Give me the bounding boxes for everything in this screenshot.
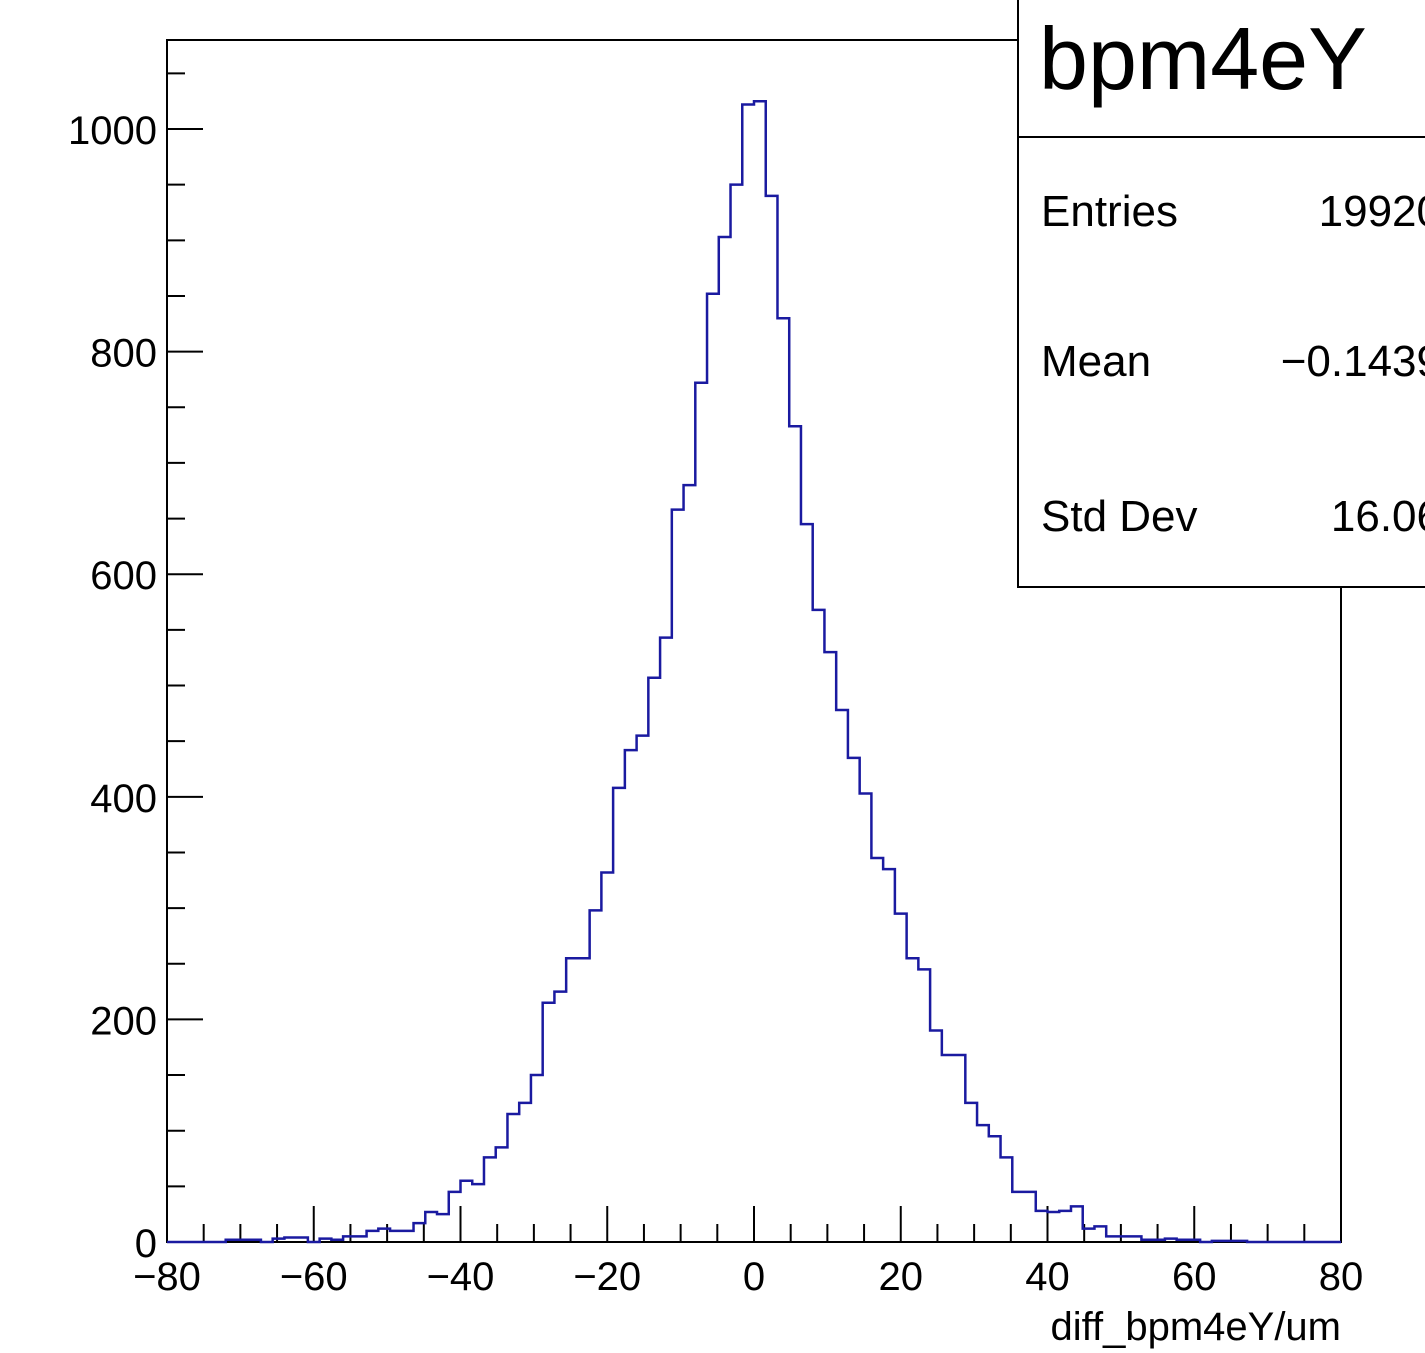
stats-mean-value: −0.1439 (1280, 337, 1425, 386)
stats-std-dev-value: 16.06 (1330, 492, 1425, 541)
stats-row-mean: Mean −0.1439 (1019, 337, 1425, 387)
x-tick-label: 0 (743, 1255, 765, 1299)
x-tick-label: −60 (280, 1255, 348, 1299)
x-tick-label: 40 (1025, 1255, 1070, 1299)
y-tick-label: 200 (90, 999, 157, 1043)
x-tick-label: −40 (427, 1255, 495, 1299)
x-tick-label: 60 (1172, 1255, 1217, 1299)
stats-entries-label: Entries (1041, 187, 1178, 236)
x-tick-label: 20 (879, 1255, 924, 1299)
x-tick-label: −20 (573, 1255, 641, 1299)
x-tick-label: −80 (133, 1255, 201, 1299)
x-axis: −80 −60 −40 −20 0 20 40 60 80 (133, 1206, 1363, 1299)
y-tick-label: 600 (90, 554, 157, 598)
y-tick-label: 400 (90, 777, 157, 821)
x-tick-label: 80 (1319, 1255, 1364, 1299)
stats-divider (1019, 136, 1425, 138)
stats-entries-value: 19920 (1318, 187, 1425, 236)
x-axis-title: diff_bpm4eY/um (1050, 1305, 1341, 1349)
stats-row-std-dev: Std Dev 16.06 (1019, 492, 1425, 542)
stats-title: bpm4eY (1039, 9, 1367, 108)
y-tick-label: 800 (90, 332, 157, 376)
histogram-series-line (167, 99, 1341, 1244)
y-axis: 0 200 400 600 800 1000 (68, 72, 203, 1266)
y-tick-label: 1000 (68, 109, 157, 153)
stats-mean-label: Mean (1041, 337, 1152, 386)
y-tick-label: 0 (135, 1222, 157, 1266)
stats-box: bpm4eY Entries 19920 Mean −0.1439 Std De… (1017, 0, 1425, 588)
stats-std-dev-label: Std Dev (1041, 492, 1198, 541)
stats-row-entries: Entries 19920 (1019, 187, 1425, 237)
